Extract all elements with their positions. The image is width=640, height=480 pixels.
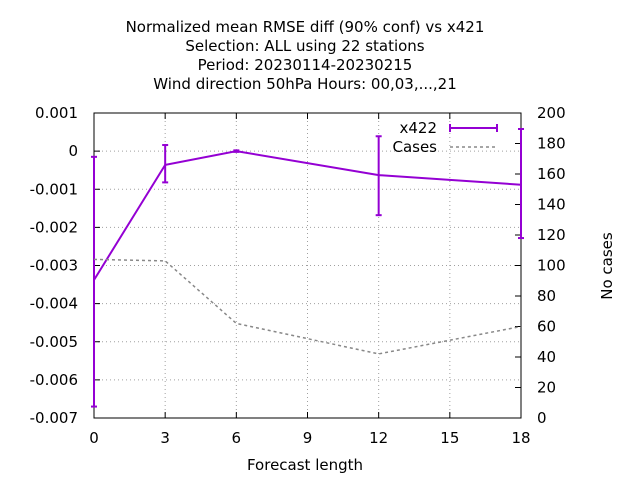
x-tick-label: 9 [303, 429, 313, 447]
y-tick-label: -0.006 [30, 371, 78, 389]
y-tick-label: -0.005 [30, 333, 78, 351]
y2-tick-label: 120 [537, 226, 566, 244]
x-tick-label: 0 [89, 429, 99, 447]
y2-axis-label: No cases [598, 232, 616, 300]
y-tick-label: -0.002 [30, 218, 78, 236]
chart-title-line: Period: 20230114-20230215 [198, 56, 413, 74]
grid-lines [94, 113, 521, 418]
legend-label: x422 [399, 119, 437, 137]
y2-tick-label: 40 [537, 348, 556, 366]
legend-label: Cases [392, 138, 437, 156]
y-tick-label: -0.007 [30, 409, 78, 427]
x-tick-label: 12 [369, 429, 388, 447]
y2-tick-label: 0 [537, 409, 547, 427]
y2-tick-label: 60 [537, 318, 556, 336]
chart-title-line: Normalized mean RMSE diff (90% conf) vs … [126, 18, 485, 36]
chart-title-line: Wind direction 50hPa Hours: 00,03,...,21 [153, 75, 457, 93]
y-tick-label: -0.003 [30, 257, 78, 275]
y-tick-label: -0.004 [30, 295, 78, 313]
x-axis-label: Forecast length [247, 456, 363, 474]
x-tick-label: 18 [511, 429, 530, 447]
y-tick-label: -0.001 [30, 180, 78, 198]
series-x422 [91, 128, 524, 408]
y-tick-label: 0.001 [35, 104, 78, 122]
y2-tick-label: 160 [537, 165, 566, 183]
x-tick-label: 15 [440, 429, 459, 447]
y2-tick-label: 180 [537, 135, 566, 153]
x-tick-label: 6 [232, 429, 242, 447]
x-tick-label: 3 [160, 429, 170, 447]
y2-tick-label: 20 [537, 379, 556, 397]
y-tick-label: 0 [68, 142, 78, 160]
chart-title-line: Selection: ALL using 22 stations [185, 37, 424, 55]
y2-tick-label: 80 [537, 287, 556, 305]
y2-tick-label: 100 [537, 257, 566, 275]
y2-tick-label: 200 [537, 104, 566, 122]
y2-tick-label: 140 [537, 196, 566, 214]
series-line [93, 150, 522, 281]
